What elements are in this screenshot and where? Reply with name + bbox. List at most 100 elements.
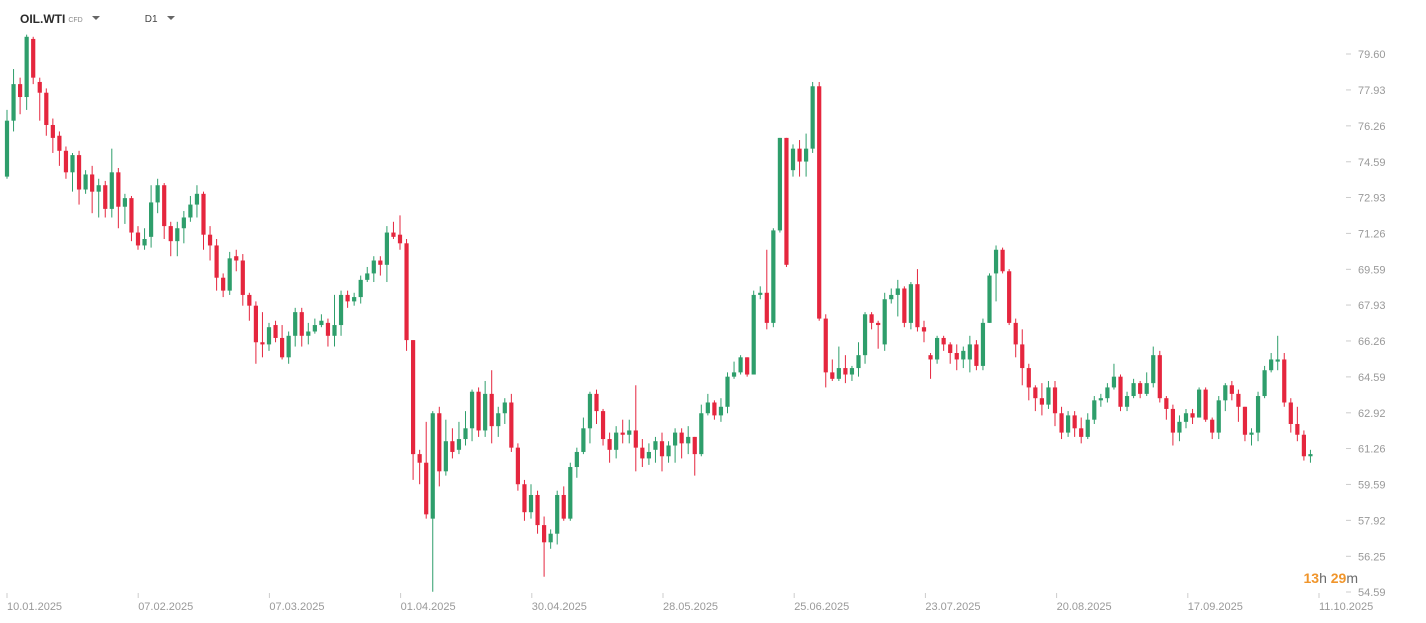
candle-body [692,436,697,455]
candle-body [83,174,88,190]
candle [469,389,475,442]
candle-body [600,411,606,440]
candle-body [961,350,966,360]
candle [57,131,62,166]
candle [437,406,442,487]
candle [718,398,724,422]
y-tick-label: 71.26 [1358,228,1386,240]
candle [1269,353,1274,373]
candle [1066,411,1071,437]
symbol-name[interactable]: OIL.WTI [20,12,66,26]
candle-body [948,344,953,354]
candle-body [790,148,796,171]
candle-body [293,312,298,336]
symbol-type-label: CFD [68,16,83,24]
candle [980,318,986,371]
candle-body [63,150,69,173]
candle [777,137,782,233]
candle [987,273,992,323]
candle [168,221,173,257]
candle [430,411,435,592]
candle [1190,408,1195,424]
candle [823,314,828,388]
candle [483,380,488,437]
x-tick-label: 07.03.2025 [269,601,324,613]
candle [325,318,331,347]
timeframe-dropdown-icon[interactable] [166,15,175,20]
candle-body [273,325,278,338]
candle [1039,383,1044,416]
countdown-minutes: 29 [1330,570,1347,586]
x-tick-label: 30.04.2025 [532,601,587,613]
candle-body [1007,271,1012,323]
candle [207,226,213,261]
candle-body [221,277,226,291]
candle [266,322,272,351]
candle [227,251,232,295]
candle-body [712,402,717,416]
candle-body [234,256,239,261]
countdown-hours: 13 [1303,570,1320,586]
candle [1164,396,1169,420]
candle-body [1020,344,1025,369]
candle [1255,391,1261,442]
candle [1216,396,1221,440]
candle-body [1210,419,1215,433]
timeframe-selector[interactable]: D1 [144,13,158,25]
candle [830,359,835,381]
candle [306,322,311,345]
candle [1033,385,1038,412]
candle-body [502,402,507,414]
candle-body [509,402,514,448]
candle [915,269,920,332]
candle [738,355,743,375]
candle-body [155,185,160,203]
candle-body [181,217,186,229]
candle [1177,415,1182,442]
candle [1144,372,1149,397]
y-tick-label: 67.93 [1358,300,1386,312]
candle-body [37,81,42,93]
candle-body [463,428,468,440]
candle [974,340,979,371]
candle [129,195,134,242]
candle-body [247,294,252,306]
candle-body [109,172,114,209]
candle-body [70,155,75,173]
candle [961,346,966,369]
candle [869,312,874,330]
candle-body [745,357,750,375]
price-axis: 79.60 77.93 76.26 74.59 72.93 71.26 69.59 67.93… [1346,49,1386,599]
candle [345,290,350,308]
candle [653,436,658,463]
candle-body [286,335,291,358]
x-tick-label: 28.05.2025 [663,601,718,613]
candle-body [731,372,737,377]
candle-body [810,86,815,149]
candle [299,307,304,347]
candle-body [1216,400,1221,433]
x-tick-label: 07.02.2025 [138,601,193,613]
candle [731,361,737,379]
candle-body [1275,359,1280,362]
candle-body [895,288,900,295]
candle [371,256,376,283]
candle [476,387,481,437]
candle [751,290,756,375]
candle [1059,406,1064,440]
y-tick-label: 64.59 [1358,372,1386,384]
candle-body [483,393,488,431]
candle [594,389,599,424]
y-tick-label: 57.92 [1358,515,1386,527]
candle [1092,396,1097,424]
candle-body [908,284,913,323]
candle-body [705,402,710,414]
candle [1131,378,1136,399]
candle [319,314,324,328]
candle-body [1229,385,1234,394]
candle-body [1131,383,1136,397]
candle-body [1013,322,1018,345]
candle-body [424,462,429,515]
symbol-dropdown-icon[interactable] [91,15,100,20]
